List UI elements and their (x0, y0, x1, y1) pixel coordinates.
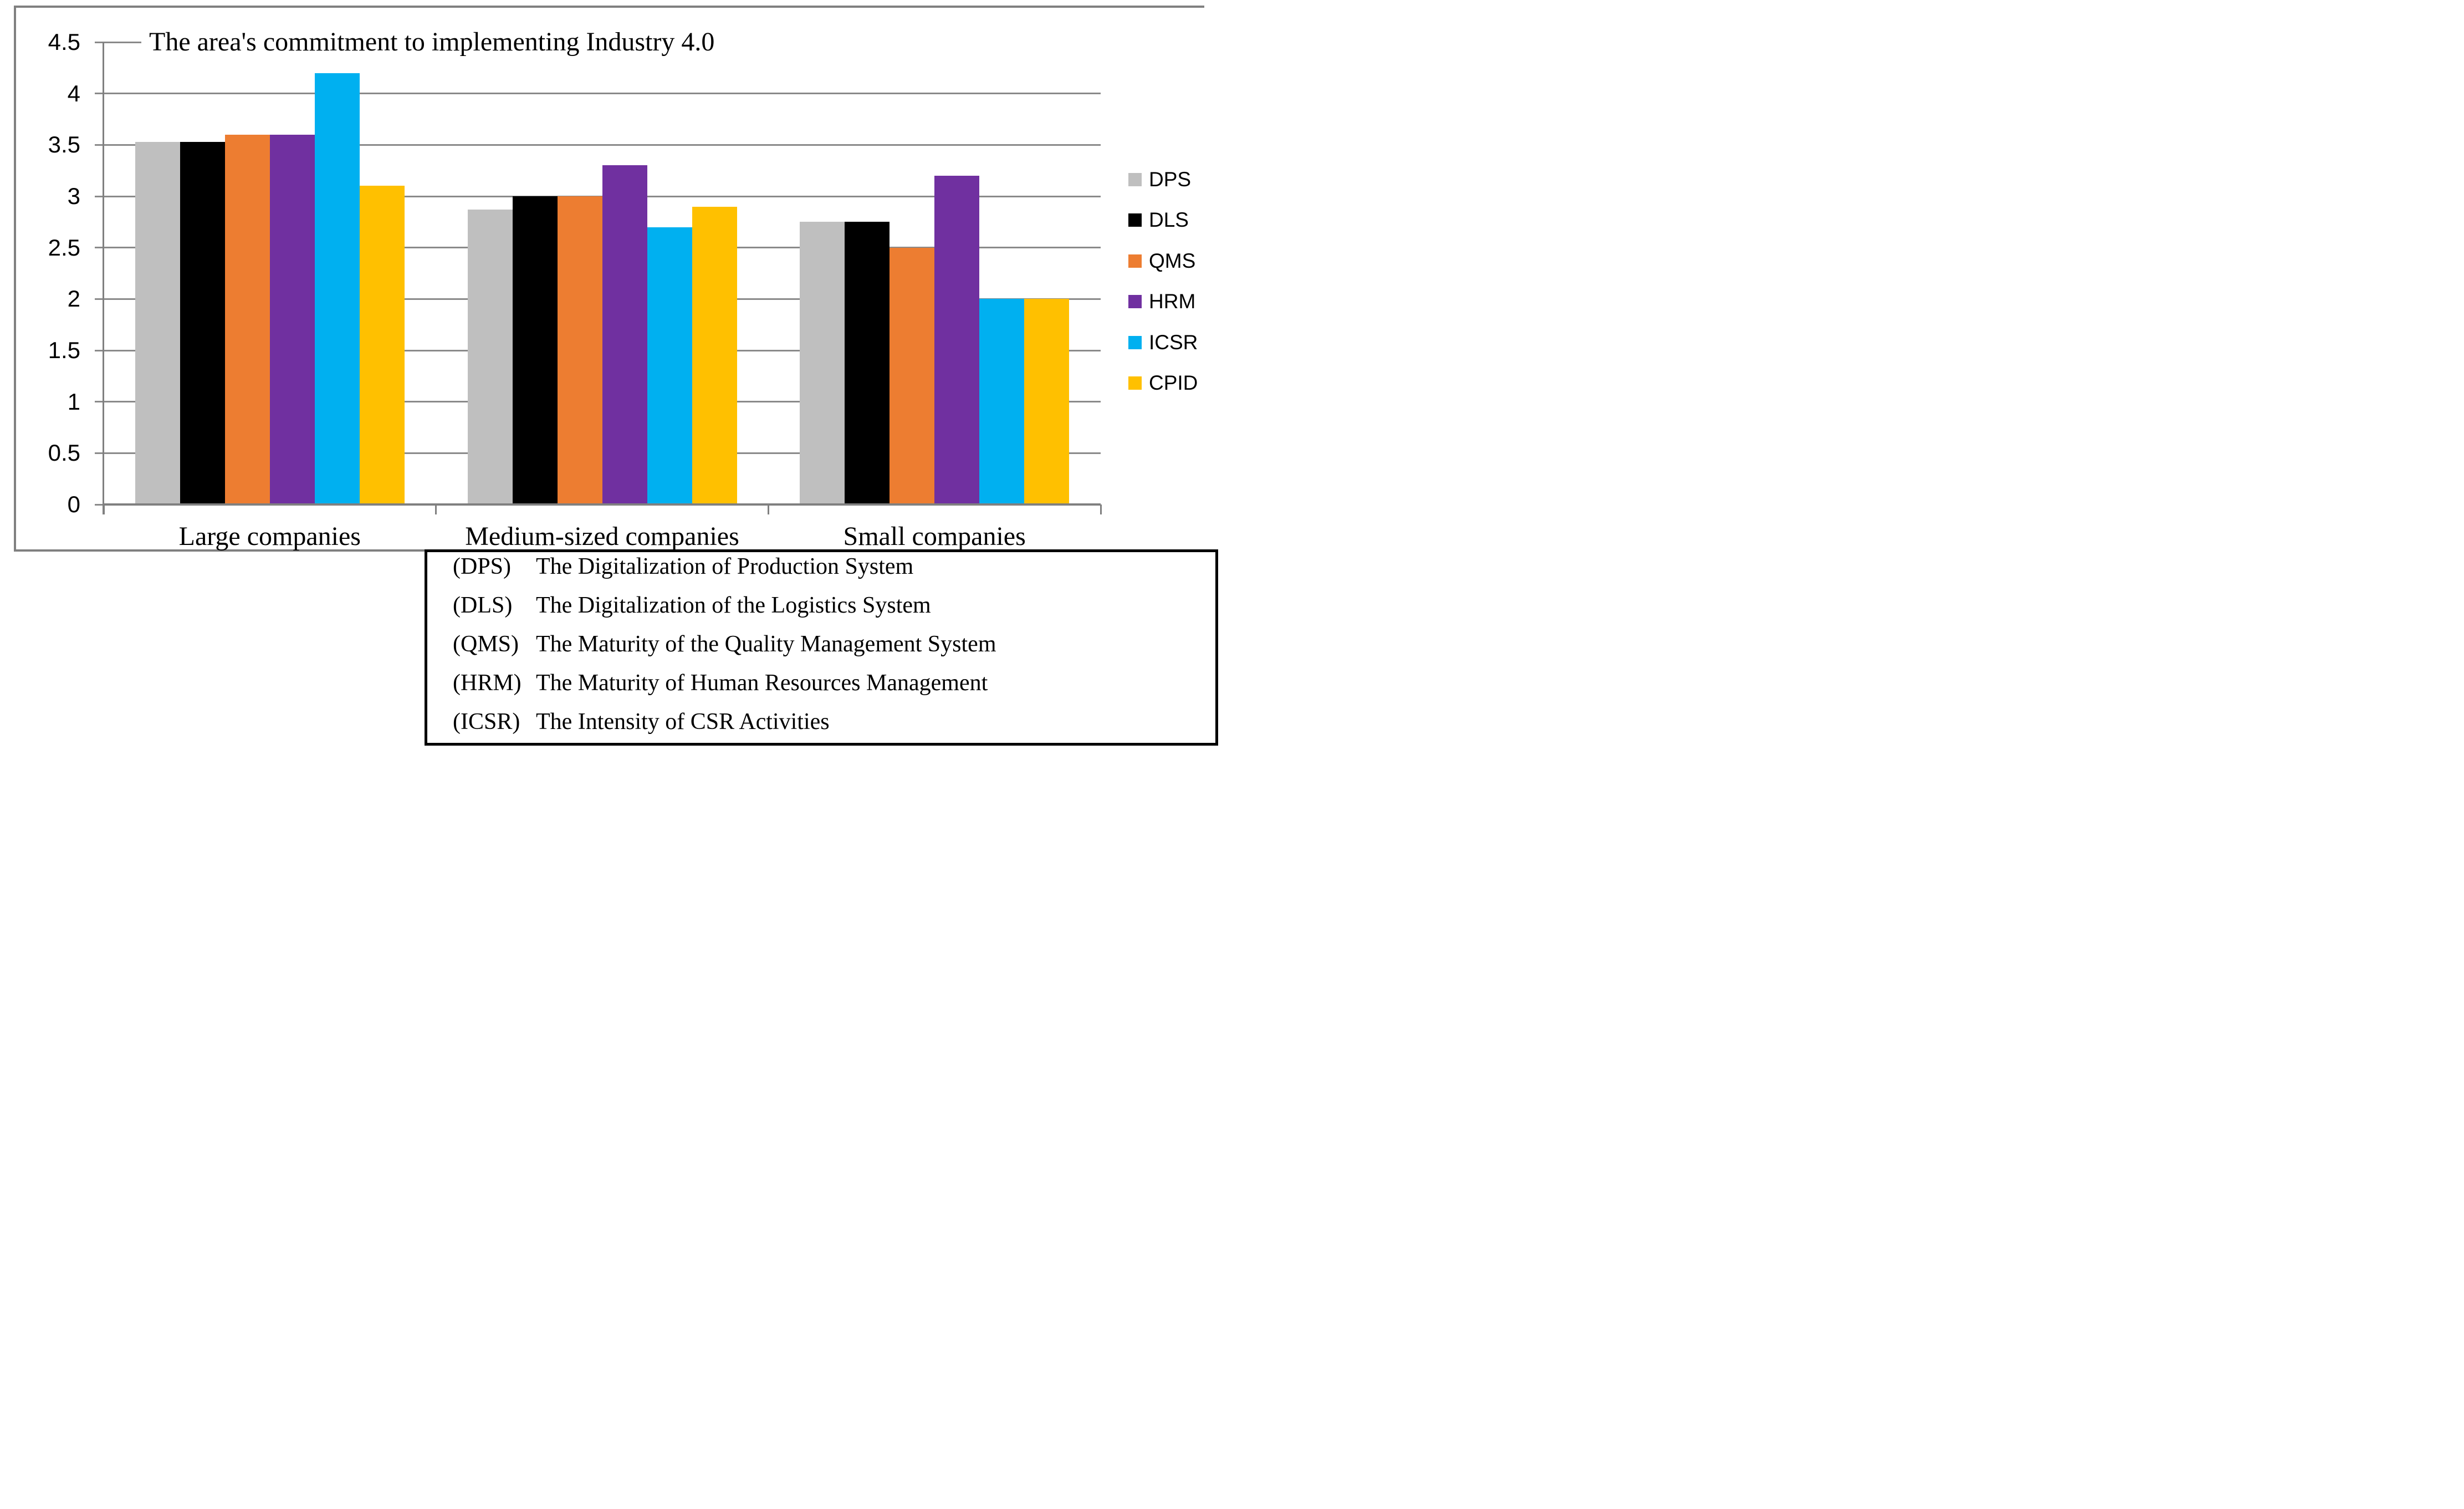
chart-border-left (14, 6, 16, 552)
bar-hrm-3 (934, 175, 980, 504)
bar-icsr-3 (979, 299, 1025, 504)
legend-item-qms: QMS (1128, 249, 1196, 272)
definition-text: The Intensity of CSR Activities (536, 709, 830, 735)
y-tick-label: 0 (67, 491, 80, 517)
bar-qms-1 (224, 134, 270, 504)
definition-text: The Maturity of Human Resources Manageme… (536, 670, 988, 696)
definition-text: The Maturity of the Quality Management S… (536, 631, 996, 657)
legend-label: DPS (1149, 168, 1192, 191)
chart-title: The area's commitment to implementing In… (147, 27, 719, 57)
legend-item-dps: DPS (1128, 168, 1192, 191)
y-tick-label: 2 (67, 286, 80, 312)
legend-item-cpid: CPID (1128, 371, 1198, 394)
bar-qms-2 (557, 196, 602, 504)
definition-line: (HRM) The Maturity of Human Resources Man… (453, 669, 1215, 697)
legend-swatch-dps (1128, 173, 1142, 186)
definition-abbr: (ICSR) (453, 709, 520, 735)
y-axis-tick (95, 452, 105, 454)
definition-text: The Digitalization of Production System (536, 554, 914, 579)
gridline (104, 144, 1101, 146)
definition-abbr: (HRM) (453, 670, 522, 696)
y-axis-line (103, 42, 104, 514)
bar-dls-3 (845, 222, 890, 504)
bar-icsr-2 (647, 227, 692, 504)
legend-label: ICSR (1149, 330, 1198, 354)
bar-dls-1 (180, 141, 225, 504)
bar-icsr-1 (314, 73, 360, 504)
chart-border-top (14, 6, 1204, 8)
bar-dls-2 (512, 196, 558, 504)
legend-item-dls: DLS (1128, 208, 1189, 232)
definition-abbr: (QMS) (453, 631, 519, 657)
bar-dps-1 (135, 141, 180, 504)
definition-line: (QMS) The Maturity of the Quality Managem… (453, 630, 1215, 659)
definitions-box: (DPS) The Digitalization of Production Sy… (425, 549, 1218, 746)
x-axis-tick (1100, 504, 1102, 514)
legend-swatch-qms (1128, 254, 1142, 268)
bar-chart-figure: The area's commitment to implementing In… (0, 0, 1232, 754)
bar-dps-2 (467, 210, 513, 504)
gridline (104, 93, 1101, 95)
bar-dps-3 (800, 222, 845, 504)
definition-abbr: (DPS) (453, 554, 512, 579)
gridline-top-stub (96, 41, 141, 43)
bar-qms-3 (890, 247, 935, 504)
legend-label: DLS (1149, 208, 1189, 232)
x-category-label: Small companies (843, 522, 1026, 551)
legend-item-hrm: HRM (1128, 290, 1196, 313)
y-axis-tick (95, 93, 105, 95)
y-tick-label: 4 (67, 80, 80, 106)
x-category-label: Large companies (178, 522, 361, 551)
y-tick-label: 1 (67, 388, 80, 415)
y-tick-label: 4.5 (48, 29, 80, 55)
y-tick-label: 2.5 (48, 234, 80, 261)
bar-cpid-2 (692, 206, 737, 504)
bar-cpid-1 (359, 186, 405, 504)
definition-abbr: (DLS) (453, 593, 513, 618)
definition-line: (ICSR) The Intensity of CSR Activities (453, 707, 1215, 736)
y-tick-label: 1.5 (48, 337, 80, 363)
legend-item-icsr: ICSR (1128, 330, 1198, 354)
x-axis-tick (767, 504, 769, 514)
y-axis-tick (95, 195, 105, 197)
definition-line: (DPS) The Digitalization of Production Sy… (453, 552, 1215, 581)
legend-swatch-icsr (1128, 335, 1142, 349)
bar-hrm-2 (602, 165, 647, 504)
legend-swatch-cpid (1128, 376, 1142, 390)
bar-cpid-3 (1024, 299, 1070, 504)
legend-swatch-hrm (1128, 295, 1142, 309)
x-axis-line (104, 503, 1101, 506)
x-axis-tick (435, 504, 437, 514)
y-axis-tick (95, 349, 105, 351)
chart-border-bottom (14, 549, 425, 552)
definition-text: The Digitalization of the Logistics Syst… (536, 593, 931, 618)
bar-hrm-1 (269, 134, 315, 504)
y-axis-tick (95, 298, 105, 300)
y-tick-label: 3 (67, 183, 80, 209)
legend-label: CPID (1149, 371, 1198, 394)
y-axis-tick (95, 401, 105, 403)
y-axis-tick (95, 503, 105, 506)
definition-line: (DLS) The Digitalization of the Logistics… (453, 591, 1215, 620)
y-axis-tick (95, 144, 105, 146)
legend-label: QMS (1149, 249, 1196, 272)
legend-swatch-dls (1128, 213, 1142, 227)
x-category-label: Medium-sized companies (465, 522, 739, 551)
y-tick-label: 3.5 (48, 131, 80, 158)
legend-label: HRM (1149, 290, 1196, 313)
y-axis-tick (95, 41, 105, 43)
x-axis-tick (103, 504, 105, 514)
y-tick-label: 0.5 (48, 440, 80, 466)
y-axis-tick (95, 247, 105, 249)
